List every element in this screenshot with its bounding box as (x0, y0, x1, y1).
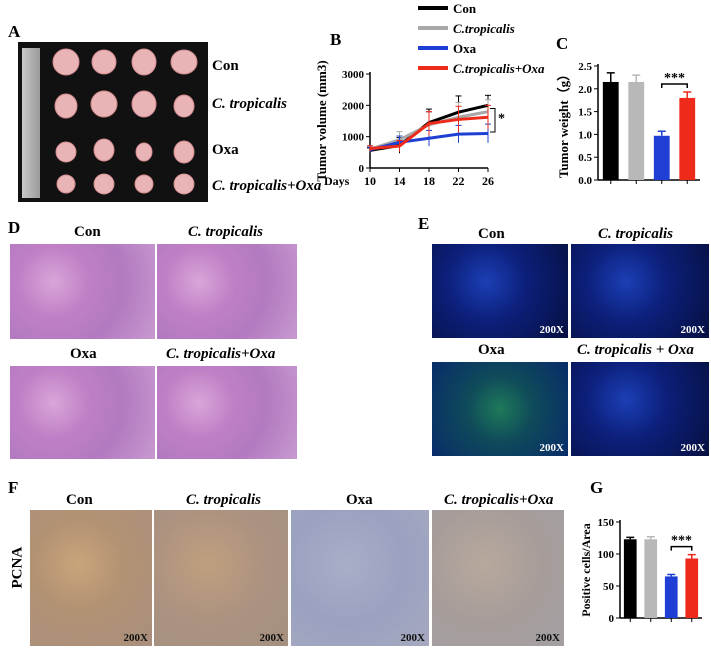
magnification-label: 200X (400, 632, 425, 644)
panel-a-label-con: Con (212, 58, 239, 74)
panel-a-label-oxa: Oxa (212, 142, 239, 158)
x-axis-label: Days (324, 174, 350, 188)
panel-f-image-con: 200X (30, 510, 152, 646)
panel-f-label-ctrop: C. tropicalis (186, 492, 262, 508)
legend-label: C.tropicalis+Oxa (453, 61, 545, 76)
panel-d-label-combo: C. tropicalis+Oxa (166, 346, 276, 362)
y-tick-label: 1000 (342, 132, 365, 144)
tumor-specimens (52, 48, 198, 195)
panel-e-letter: E (418, 214, 430, 233)
bar (628, 81, 645, 180)
significance-bracket (670, 545, 693, 551)
significance-label: *** (671, 534, 692, 549)
significance-bracket (661, 83, 688, 88)
significance-bracket (490, 107, 496, 133)
panel-d-label-con: Con (74, 224, 101, 240)
y-axis-label: Tumor weight（g） (556, 68, 571, 178)
panel-a-photo (18, 42, 208, 202)
legend-label: C.tropicalis (453, 21, 515, 36)
y-axis-label: Tumor volume (mm3) (314, 60, 329, 181)
magnification-label: 200X (539, 442, 564, 454)
panel-f-label-combo: C. tropicalis+Oxa (444, 492, 554, 508)
panel-d-image-con (10, 244, 155, 339)
panel-g-chart: 0 50 100 150 Positive cells/Area *** (579, 517, 702, 625)
panel-e-label-ctrop: C. tropicalis (598, 226, 674, 242)
panel-e-label-combo: C. tropicalis + Oxa (577, 342, 694, 358)
bar (623, 539, 637, 618)
y-tick-label: 2.0 (578, 84, 592, 96)
magnification-label: 200X (535, 632, 560, 644)
y-tick-label: 0.0 (578, 175, 592, 187)
panel-g-letter: G (590, 478, 604, 497)
magnification-label: 200X (123, 632, 148, 644)
legend-label: Con (453, 1, 477, 16)
bar (602, 81, 619, 180)
panel-e-label-oxa: Oxa (478, 342, 505, 358)
panel-c-chart: 0.0 0.5 1.0 1.5 2.0 2.5 Tumor weight（g） *** (556, 61, 700, 187)
legend-label: Oxa (453, 41, 477, 56)
panel-d-image-combo (157, 366, 297, 459)
y-tick-label: 100 (598, 549, 615, 561)
panel-f-image-combo: 200X (432, 510, 564, 646)
y-tick-label: 1.0 (578, 129, 592, 141)
series-line (369, 132, 489, 152)
bar (653, 135, 670, 180)
magnification-label: 200X (539, 324, 564, 336)
panel-d-label-ctrop: C. tropicalis (188, 224, 264, 240)
panel-b-letter: B (330, 30, 342, 49)
panel-e-label-con: Con (478, 226, 505, 242)
y-tick-label: 50 (603, 581, 615, 593)
panel-d-image-oxa (10, 366, 155, 459)
panel-d-letter: D (8, 218, 21, 237)
panel-b-chart: Con C.tropicalis Oxa C.tropicalis+Oxa 0 1000 2… (314, 1, 545, 188)
significance-label: *** (664, 71, 685, 86)
panel-a-label-combo: C. tropicalis+Oxa (212, 178, 322, 194)
panel-f-image-ctrop: 200X (154, 510, 288, 646)
bar (644, 539, 658, 618)
panel-a-letter: A (8, 22, 21, 41)
ruler (22, 48, 40, 198)
x-tick-label: 14 (394, 174, 406, 188)
x-tick-label: 10 (364, 174, 376, 188)
y-tick-label: 0 (359, 163, 365, 175)
y-tick-label: 1.5 (578, 107, 592, 119)
bar (685, 558, 699, 618)
panel-c-letter: C (556, 34, 569, 53)
y-tick-label: 3000 (342, 69, 365, 81)
y-tick-label: 150 (598, 517, 615, 529)
x-tick-label: 22 (453, 174, 465, 188)
y-axis-label: Positive cells/Area (579, 523, 593, 616)
y-tick-label: 2000 (342, 100, 365, 112)
panel-e-image-combo: 200X (571, 362, 709, 456)
bar (664, 576, 678, 618)
y-tick-label: 2.5 (578, 61, 592, 73)
panel-f-image-oxa: 200X (291, 510, 429, 646)
y-tick-label: 0.5 (578, 152, 592, 164)
x-tick-label: 18 (423, 174, 435, 188)
magnification-label: 200X (680, 442, 705, 454)
significance-label: * (498, 112, 505, 127)
y-tick-label: 0 (609, 613, 615, 625)
bar (679, 97, 696, 180)
magnification-label: 200X (259, 632, 284, 644)
panel-d-image-ctrop (157, 244, 297, 339)
panel-f-letter: F (8, 478, 19, 497)
panel-d-label-oxa: Oxa (70, 346, 97, 362)
panel-f-row-label: PCNA (9, 546, 26, 589)
panel-f-label-oxa: Oxa (346, 492, 373, 508)
series-line (369, 115, 489, 151)
panel-f-label-con: Con (66, 492, 93, 508)
x-tick-label: 26 (482, 174, 494, 188)
panel-e-image-con: 200X (432, 244, 568, 338)
panel-e-image-ctrop: 200X (571, 244, 709, 338)
panel-e-image-oxa: 200X (432, 362, 568, 456)
magnification-label: 200X (680, 324, 705, 336)
panel-a-label-ctrop: C. tropicalis (212, 96, 288, 112)
